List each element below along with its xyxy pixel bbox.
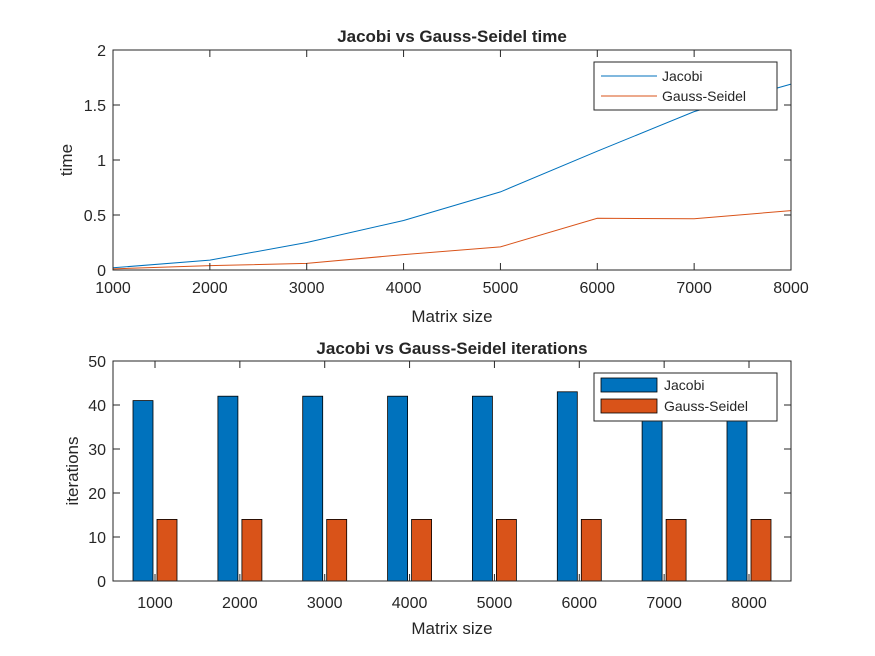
iterations-y-tick-label: 10 (88, 530, 106, 547)
iterations-bar-gauss-seidel (665, 519, 687, 582)
iterations-x-tick-label: 5000 (477, 595, 513, 612)
iterations-x-tick-label: 8000 (731, 595, 767, 612)
iterations-y-tick-label: 20 (88, 486, 106, 503)
iterations-bar-gauss-seidel (241, 519, 263, 582)
time-y-tick-label: 1.5 (84, 98, 106, 115)
iterations-bar-jacobi (387, 395, 409, 582)
iterations-legend-label: Jacobi (664, 377, 704, 393)
iterations-x-tick-label: 2000 (222, 595, 258, 612)
time-series-line-gauss-seidel (112, 210, 792, 270)
iterations-bars (132, 391, 772, 582)
iterations-legend-swatch (600, 398, 658, 414)
iterations-axis-ticks: 1000 2000 3000 4000 5000 6000 7000 8000 0 10 20 30 4… (88, 354, 791, 612)
iterations-x-tick-label: 1000 (137, 595, 173, 612)
time-series-lines (112, 83, 792, 270)
time-x-tick-label: 4000 (386, 280, 422, 297)
time-chart-title: Jacobi vs Gauss-Seidel time (337, 27, 567, 46)
time-x-tick-label: 6000 (579, 280, 615, 297)
iterations-x-tick-label: 6000 (561, 595, 597, 612)
iterations-legend-swatch (600, 377, 658, 393)
time-y-axis-label: time (57, 144, 76, 176)
iterations-bar-jacobi (471, 395, 493, 582)
iterations-y-tick-label: 0 (97, 574, 106, 591)
iterations-y-tick-label: 50 (88, 354, 106, 371)
time-series-line-jacobi (112, 83, 792, 269)
iterations-y-tick-label: 30 (88, 442, 106, 459)
time-x-tick-label: 2000 (192, 280, 228, 297)
time-y-tick-label: 0.5 (84, 208, 106, 225)
iterations-bar-jacobi (302, 395, 324, 582)
iterations-bar-gauss-seidel (750, 519, 772, 582)
time-y-tick-label: 2 (97, 43, 106, 60)
time-x-tick-label: 3000 (289, 280, 325, 297)
iterations-y-axis-label: iterations (63, 437, 82, 506)
time-x-tick-label: 8000 (773, 280, 809, 297)
time-legend-label: Jacobi (662, 68, 702, 84)
time-chart: Jacobi vs Gauss-Seidel time 1000 2000 3000… (57, 27, 809, 326)
iterations-x-tick-label: 7000 (646, 595, 682, 612)
iterations-chart: Jacobi vs Gauss-Seidel iterations 1000 20… (63, 339, 792, 638)
iterations-x-axis-label: Matrix size (411, 619, 492, 638)
iterations-bar-gauss-seidel (580, 519, 602, 582)
time-axis-ticks: 1000 2000 3000 4000 5000 6000 7000 8000 0 0.5 1 1.5… (84, 43, 809, 297)
iterations-y-tick-label: 40 (88, 398, 106, 415)
time-x-tick-label: 1000 (95, 280, 131, 297)
time-x-tick-label: 5000 (483, 280, 519, 297)
iterations-bar-jacobi (132, 400, 154, 582)
iterations-x-tick-label: 4000 (392, 595, 428, 612)
time-legend-box (593, 61, 778, 111)
time-y-tick-label: 0 (97, 263, 106, 280)
iterations-legend: Jacobi Gauss-Seidel (593, 372, 778, 422)
iterations-axes-box (112, 360, 792, 582)
time-x-axis-label: Matrix size (411, 307, 492, 326)
iterations-legend-label: Gauss-Seidel (664, 398, 748, 414)
iterations-bar-gauss-seidel (326, 519, 348, 582)
iterations-x-tick-label: 3000 (307, 595, 343, 612)
iterations-bar-gauss-seidel (495, 519, 517, 582)
time-legend: Jacobi Gauss-Seidel (593, 61, 778, 111)
iterations-bar-jacobi (217, 395, 239, 582)
time-legend-label: Gauss-Seidel (662, 88, 746, 104)
iterations-bar-gauss-seidel (411, 519, 433, 582)
iterations-bar-jacobi (556, 391, 578, 582)
iterations-bar-gauss-seidel (156, 519, 178, 582)
time-y-tick-label: 1 (97, 153, 106, 170)
iterations-chart-title: Jacobi vs Gauss-Seidel iterations (316, 339, 587, 358)
time-x-tick-label: 7000 (676, 280, 712, 297)
